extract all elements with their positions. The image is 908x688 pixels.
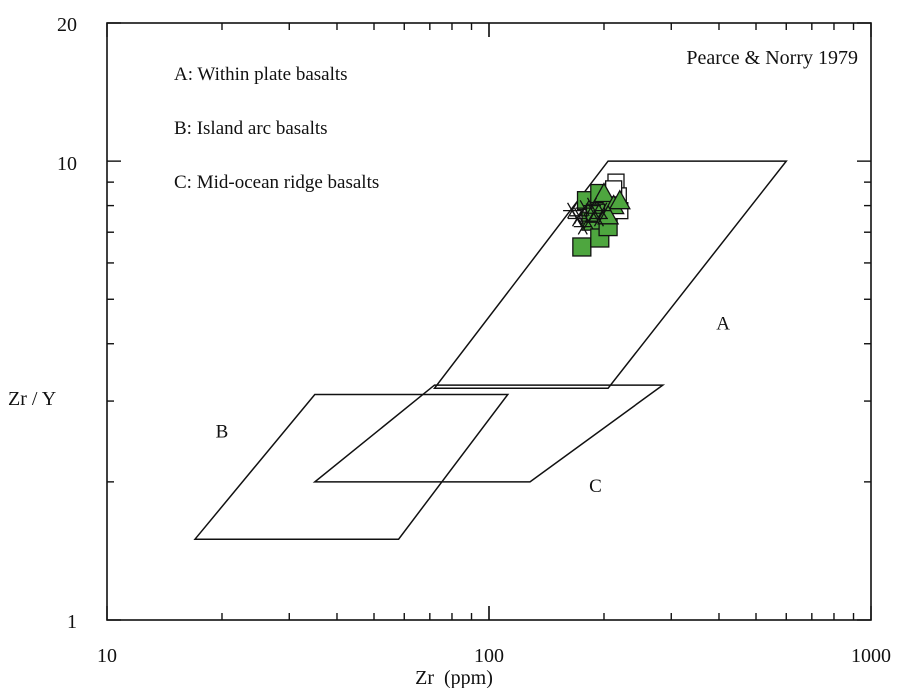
star-stroke <box>593 210 605 227</box>
star-stroke <box>577 218 588 235</box>
legend-text-a: A: Within plate basalts <box>174 64 348 85</box>
y-tick-label-20: 20 <box>57 14 77 36</box>
x-axis-title: Zr (ppm) <box>415 667 493 688</box>
star-stroke <box>579 199 590 217</box>
y-tick-label-10: 10 <box>57 153 77 175</box>
point-triangle-green <box>608 189 631 210</box>
x-tick-label-100: 100 <box>474 645 504 667</box>
region-c-polygon <box>312 384 666 483</box>
region-b-polygon <box>193 393 510 540</box>
data-points <box>563 173 631 257</box>
point-star <box>573 218 592 235</box>
point-star <box>593 202 612 219</box>
point-star <box>568 210 587 227</box>
x-tick-label-1000: 1000 <box>851 645 891 667</box>
star-stroke <box>571 210 583 227</box>
point-triangle-green <box>596 204 620 225</box>
star-stroke <box>586 197 598 214</box>
region-b-label: B <box>216 421 229 442</box>
region-a-label: A <box>716 313 730 334</box>
y-tick-label-1: 1 <box>67 611 77 633</box>
reference-label: Pearce & Norry 1979 <box>686 47 858 69</box>
plot-frame <box>106 22 872 621</box>
region-c-label: C <box>589 476 602 497</box>
point-square-green <box>572 237 592 257</box>
star-stroke <box>597 202 608 219</box>
y-axis-title: Zr / Y <box>8 388 56 410</box>
star-stroke <box>567 202 578 219</box>
legend-text-b: B: Island arc basalts <box>174 118 328 139</box>
point-triangle-green <box>592 182 616 203</box>
regions: A B C <box>193 160 788 540</box>
region-a-polygon <box>432 160 788 389</box>
labels: 10 100 1000 1 10 20 Zr (ppm) Zr / Y Pear… <box>8 14 891 688</box>
ticks <box>106 22 872 621</box>
x-tick-label-10: 10 <box>97 645 117 667</box>
legend-text-c: C: Mid-ocean ridge basalts <box>174 172 379 193</box>
